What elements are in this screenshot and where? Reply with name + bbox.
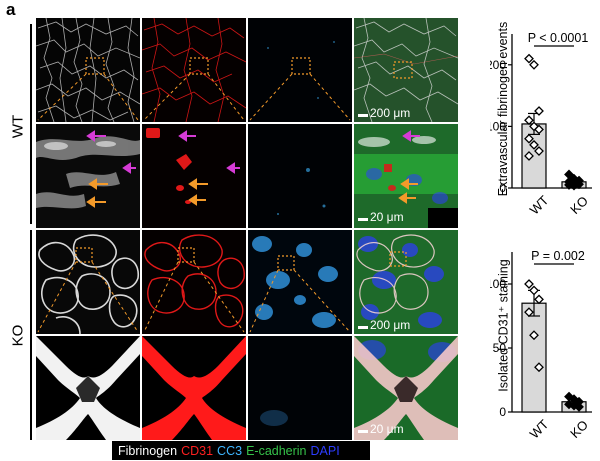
ko-fibrinogen-zoom-image — [36, 336, 140, 440]
ko-cc3-overview — [248, 230, 352, 334]
y-tick-label: 50 — [493, 341, 507, 355]
ko-cd31-overview — [142, 230, 246, 334]
wt-cd31-zoom — [142, 124, 246, 228]
wt-cc3-zoom-image — [248, 124, 352, 228]
wt-cd31-overview — [142, 18, 246, 122]
p-value-annotation: P = 0.002 — [531, 249, 585, 263]
legend-cd31: CD31 — [181, 443, 214, 458]
ko-cd31-overview-image — [142, 230, 246, 334]
data-point-ko — [574, 401, 584, 412]
x-tick-label-wt: WT — [527, 193, 552, 218]
data-point-wt — [534, 146, 544, 156]
wt-merge-zoom-image — [354, 124, 458, 228]
p-value-annotation: P < 0.0001 — [528, 31, 589, 45]
wt-cc3-overview-image — [248, 18, 352, 122]
data-point-wt — [529, 139, 539, 150]
legend-cc3: CC3 — [217, 443, 243, 458]
wt-cd31-overview-image — [142, 18, 246, 122]
data-point-wt — [524, 307, 534, 318]
chart-isolated-cd31: 0 50 100 WT KO P = 0.002 — [490, 249, 592, 441]
legend-fibrinogen: Fibrinogen — [118, 443, 178, 458]
ko-zoom-scale-label: 20 μm — [370, 422, 404, 436]
wt-merge-overview: 200 μm — [354, 18, 458, 122]
y-tick-label: 0 — [499, 181, 506, 195]
data-point-wt — [534, 124, 544, 135]
y-tick-label: 100 — [490, 119, 506, 133]
wt-row-bar — [30, 24, 32, 224]
ko-merge-overview-image — [354, 230, 458, 334]
data-point-wt — [524, 53, 534, 64]
wt-cc3-overview — [248, 18, 352, 122]
y-tick-label: 0 — [499, 405, 506, 419]
chart-extravascular-fibrinogen: 0 100 200 WT KO P < 0.0001 — [490, 31, 592, 218]
ko-overview-scale-label: 200 μm — [370, 318, 411, 332]
ko-cc3-zoom-image — [248, 336, 352, 440]
wt-merge-overview-image — [354, 18, 458, 122]
data-point-wt — [534, 106, 544, 116]
ko-cd31-zoom-image — [142, 336, 246, 440]
ko-cc3-overview-image — [248, 230, 352, 334]
legend-ecadherin: E-cadherin — [246, 443, 307, 458]
data-point-wt — [534, 294, 544, 305]
data-point-wt — [524, 279, 534, 289]
legend-dapi: DAPI — [310, 443, 340, 458]
wt-zoom-scale-label: 20 μm — [370, 210, 404, 224]
y-tick-label: 100 — [490, 277, 506, 291]
data-point-wt — [529, 285, 539, 296]
ko-fibrinogen-overview-image — [36, 230, 140, 334]
wt-fibrinogen-zoom-image — [36, 124, 140, 228]
data-point-wt — [524, 151, 534, 161]
data-point-wt — [524, 133, 534, 144]
wt-merge-zoom: 20 μm — [354, 124, 458, 228]
data-point-wt — [529, 59, 539, 70]
y-tick-label: 200 — [490, 58, 506, 72]
ko-fibrinogen-overview — [36, 230, 140, 334]
ko-cd31-zoom — [142, 336, 246, 440]
panel-letter: a — [6, 0, 16, 19]
wt-fibrinogen-zoom — [36, 124, 140, 228]
ko-merge-overview: 200 μm — [354, 230, 458, 334]
wt-cc3-zoom — [248, 124, 352, 228]
wt-fibrinogen-overview — [36, 18, 140, 122]
x-tick-label-ko: KO — [567, 193, 591, 217]
data-point-wt — [529, 330, 539, 341]
data-point-wt — [524, 115, 534, 126]
ko-merge-zoom-image — [354, 336, 458, 440]
bar-wt — [521, 302, 547, 413]
ko-row-bar — [30, 230, 32, 440]
wt-cd31-zoom-image — [142, 124, 246, 228]
data-point-ko — [569, 180, 579, 191]
ko-row-label: KO — [9, 324, 27, 347]
data-point-wt — [534, 362, 544, 373]
channel-legend: Fibrinogen CD31 CC3 E-cadherin DAPI — [112, 441, 370, 460]
x-tick-label-ko: KO — [567, 417, 591, 441]
x-tick-label-wt: WT — [527, 417, 552, 441]
ko-cc3-zoom — [248, 336, 352, 440]
wt-fibrinogen-overview-image — [36, 18, 140, 122]
ko-fibrinogen-zoom — [36, 336, 140, 440]
wt-row-label: WT — [9, 114, 27, 139]
ko-merge-zoom: 20 μm — [354, 336, 458, 440]
wt-overview-scale-label: 200 μm — [370, 106, 411, 120]
